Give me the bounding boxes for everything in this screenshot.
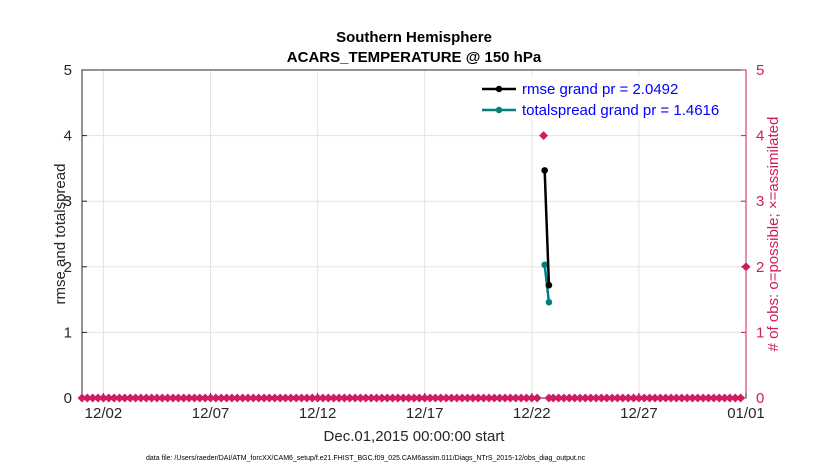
legend: rmse grand pr = 2.0492 totalspread grand… [476, 76, 742, 120]
y-tick-label: 1 [64, 324, 72, 341]
data-series [541, 167, 553, 306]
chart-title: Southern Hemisphere [336, 29, 492, 46]
totalspread-point [541, 261, 548, 269]
y-tick-label: 0 [64, 390, 72, 407]
obs-possible-marker [532, 393, 542, 403]
y-tick-label: 5 [64, 62, 72, 79]
y-right-tick-label: 3 [756, 193, 764, 210]
y-right-tick-label: 4 [756, 128, 764, 145]
legend-rmse-label: rmse grand pr = 2.0492 [522, 81, 678, 98]
x-tick-label: 12/12 [299, 405, 337, 422]
x-tick-label: 12/27 [620, 405, 658, 422]
x-axis: 12/02 12/07 12/12 12/17 12/22 12/27 01/01 [85, 393, 765, 422]
y-axis-label-left: rmse and totalspread [52, 164, 69, 305]
y-right-tick-label: 5 [756, 62, 764, 79]
y-right-tick-label: 0 [756, 390, 764, 407]
obs-possible-marker [736, 393, 746, 403]
y-right-tick-label: 2 [756, 259, 764, 276]
legend-spread-label: totalspread grand pr = 1.4616 [522, 102, 719, 119]
legend-box [476, 76, 742, 120]
x-tick-label: 12/22 [513, 405, 551, 422]
y-tick-label: 4 [64, 128, 72, 145]
y-right-tick-label: 1 [756, 324, 764, 341]
obs-possible-marker [539, 131, 549, 141]
legend-spread-marker [495, 106, 503, 114]
y-axis-left: 0 1 2 3 4 5 [64, 62, 87, 407]
grid [82, 70, 747, 398]
obs-markers [77, 131, 751, 403]
legend-rmse-marker [495, 85, 503, 93]
rmse-point [545, 281, 553, 289]
y-axis-right: 0 1 2 3 4 5 [741, 62, 764, 407]
x-tick-label: 12/17 [406, 405, 444, 422]
y-axis-label-right: # of obs: o=possible; ×=assimilated [765, 117, 782, 352]
y-tick-label: 2 [64, 259, 72, 276]
rmse-point [541, 167, 548, 174]
x-tick-label: 12/07 [192, 405, 230, 422]
chart-subtitle: ACARS_TEMPERATURE @ 150 hPa [287, 49, 542, 66]
x-tick-label: 12/02 [85, 405, 123, 422]
obs-possible-marker [741, 262, 751, 272]
totalspread-point [545, 298, 553, 306]
x-tick-label: 01/01 [727, 405, 765, 422]
x-axis-label: Dec.01,2015 00:00:00 start [324, 428, 506, 445]
y-tick-label: 3 [64, 193, 72, 210]
footnote: data file: /Users/raeder/DAI/ATM_forcXX/… [146, 455, 586, 462]
rmse-line [543, 170, 551, 286]
